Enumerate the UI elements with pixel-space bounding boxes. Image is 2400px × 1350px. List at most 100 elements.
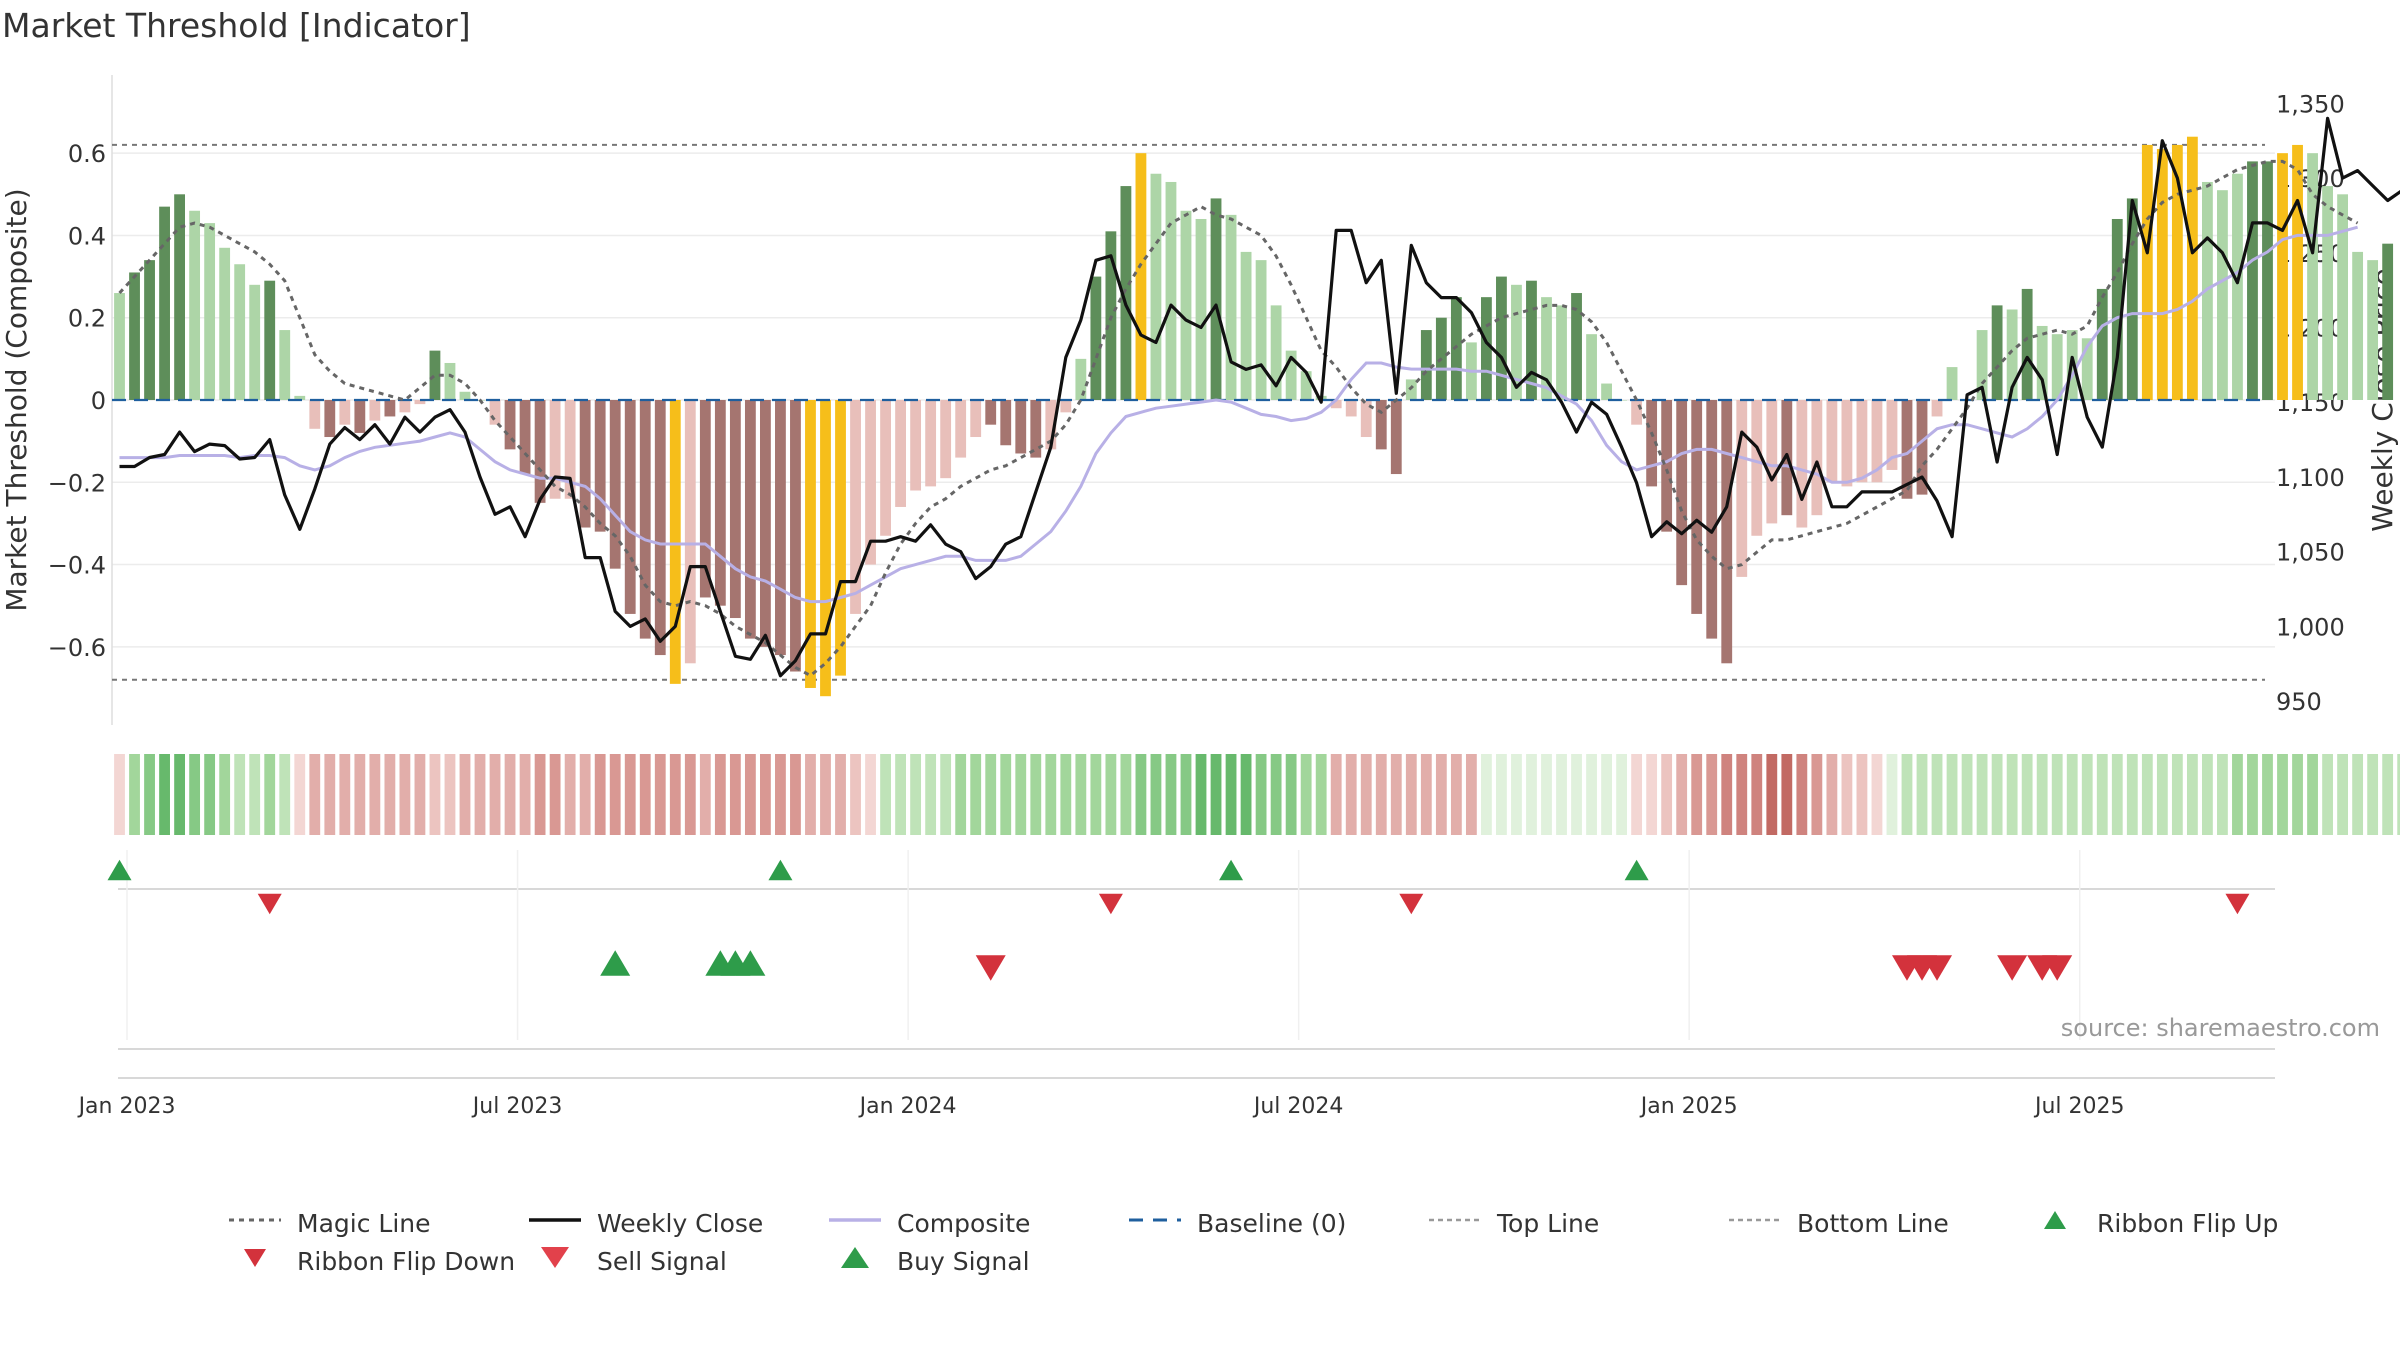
indicator-bar — [759, 400, 771, 647]
ribbon-cell — [2277, 754, 2288, 835]
ribbon-cell — [474, 754, 486, 835]
indicator-bar — [1541, 297, 1552, 400]
triangle-down-icon — [225, 1243, 297, 1279]
ribbon-cell — [2397, 754, 2400, 835]
indicator-bar — [354, 400, 366, 433]
indicator-bar — [429, 350, 441, 400]
indicator-bar — [1766, 400, 1778, 524]
sell-signal-marker — [2042, 955, 2073, 981]
ribbon-cell — [384, 754, 396, 835]
ribbon-cell — [1691, 754, 1703, 835]
indicator-bar — [835, 400, 846, 676]
ribbon-cell — [1195, 754, 1207, 835]
indicator-bar — [1375, 400, 1387, 450]
ribbon-flip-up-marker — [1624, 859, 1649, 881]
indicator-bar — [1871, 400, 1883, 483]
indicator-bar — [294, 395, 306, 400]
indicator-bar — [2322, 186, 2333, 400]
indicator-bar — [2262, 161, 2273, 400]
ribbon-flip-down-marker — [2225, 893, 2250, 915]
indicator-bar — [2036, 325, 2048, 400]
ribbon-cell — [1556, 754, 1567, 835]
ribbon-cell — [1255, 754, 1267, 835]
ribbon-cell — [1526, 754, 1537, 835]
indicator-bar — [2367, 260, 2379, 400]
ribbon-cell — [1405, 754, 1417, 835]
ribbon-cell — [144, 754, 155, 835]
ribbon-cell — [820, 754, 831, 835]
legend-item: Ribbon Flip Up — [2025, 1205, 2278, 1241]
indicator-bar — [1090, 276, 1102, 400]
indicator-bar — [1225, 214, 1237, 400]
ribbon-cell — [579, 754, 591, 835]
buy-signal-marker — [600, 950, 631, 976]
lines-layer — [112, 116, 2400, 678]
indicator-bar — [1916, 400, 1928, 495]
ribbon-cell — [955, 754, 967, 835]
ribbon-cell — [880, 754, 891, 835]
indicator-bar — [699, 400, 711, 598]
indicator-bar — [1330, 400, 1342, 409]
ribbon-cell — [1105, 754, 1117, 835]
indicator-bar — [970, 400, 982, 438]
ribbon-cell — [459, 754, 471, 835]
x-tick-label: Jul 2023 — [471, 1094, 563, 1119]
indicator-bar — [744, 400, 756, 639]
indicator-bar — [2111, 218, 2123, 400]
magic-line — [118, 159, 2359, 678]
y-tick-label: 0.6 — [68, 140, 106, 168]
ribbon-cell — [1586, 754, 1597, 835]
ribbon-cell — [729, 754, 741, 835]
ribbon-cell — [850, 754, 861, 835]
indicator-bar — [925, 400, 937, 487]
ribbon-cell — [1796, 754, 1808, 835]
ribbon-cell — [2292, 754, 2303, 835]
indicator-bar — [1420, 330, 1432, 400]
ribbon-cell — [744, 754, 756, 835]
indicator-bar — [1631, 400, 1643, 425]
ribbon-cell — [1480, 754, 1492, 835]
ribbon-cell — [2186, 754, 2198, 835]
indicator-bar — [399, 400, 411, 413]
indicator-bar — [1360, 400, 1372, 438]
indicator-bar — [1931, 400, 1943, 417]
ribbon-cell — [219, 754, 231, 835]
chart-title: Market Threshold [Indicator] — [2, 6, 471, 45]
indicator-bar — [1075, 358, 1087, 400]
legend-item: Composite — [825, 1205, 1030, 1241]
legend-label: Sell Signal — [597, 1246, 727, 1276]
ribbon-cell — [2232, 754, 2243, 835]
indicator-bar — [2217, 190, 2228, 400]
ribbon-cell — [775, 754, 786, 835]
ribbon-cell — [504, 754, 516, 835]
ribbon-cell — [249, 754, 261, 835]
ribbon-cell — [759, 754, 771, 835]
ribbon-flip-down-marker — [257, 893, 282, 915]
ribbon-cell — [429, 754, 441, 835]
legend-label: Ribbon Flip Down — [297, 1246, 516, 1276]
ribbon-cell — [1541, 754, 1552, 835]
indicator-bar — [204, 223, 216, 400]
indicator-bar — [534, 400, 546, 503]
y2-tick-label: 1,350 — [2276, 90, 2345, 118]
ribbon-cell — [564, 754, 576, 835]
ribbon-cell — [805, 754, 816, 835]
x-tick-label: Jan 2024 — [858, 1094, 957, 1119]
bars-layer — [114, 136, 2394, 697]
ribbon-cell — [294, 754, 306, 835]
indicator-bar — [504, 400, 516, 450]
ribbon-cell — [1571, 754, 1582, 835]
indicator-bar — [1901, 400, 1913, 499]
ribbon-flip-up-marker — [768, 859, 793, 881]
ribbon-cell — [1465, 754, 1477, 835]
indicator-bar — [2051, 334, 2063, 400]
indicator-bar — [940, 400, 952, 479]
ribbon-flip-down-marker — [1399, 893, 1424, 915]
indicator-bar — [129, 272, 140, 400]
indicator-bar — [2292, 144, 2303, 400]
legend-item: Top Line — [1425, 1205, 1599, 1241]
indicator-bar — [1345, 400, 1357, 417]
ribbon-cell — [159, 754, 170, 835]
triangle-down-icon — [525, 1243, 597, 1279]
solid-line-icon — [525, 1205, 597, 1241]
